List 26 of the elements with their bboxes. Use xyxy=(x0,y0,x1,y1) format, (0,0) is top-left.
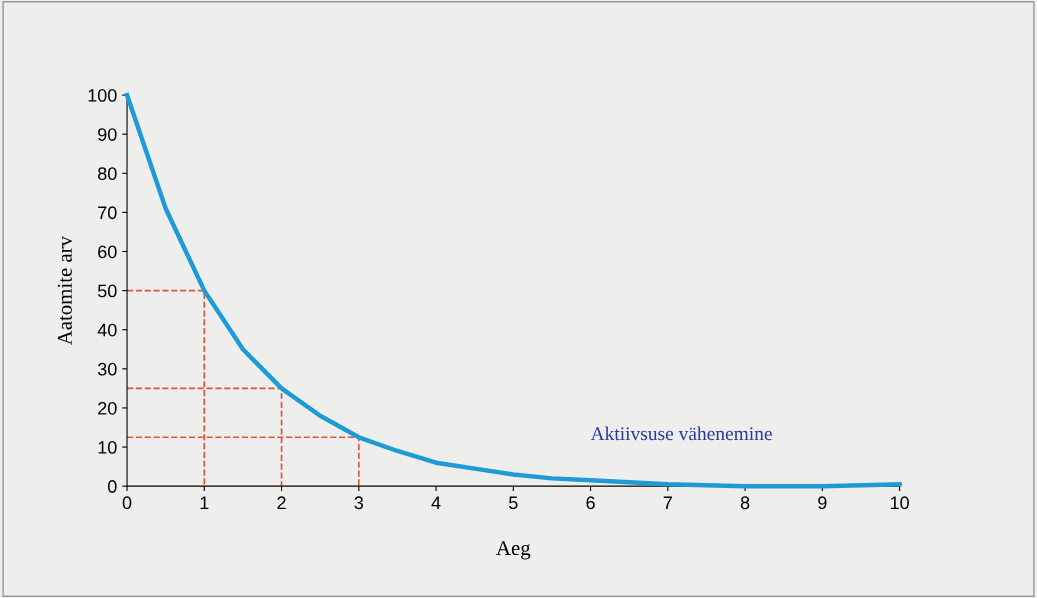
x-tick-label: 10 xyxy=(890,496,909,510)
y-tick-label: 10 xyxy=(98,441,117,454)
x-tick-label: 3 xyxy=(354,496,364,510)
x-tick-label: 1 xyxy=(200,496,209,509)
x-tick-label: 8 xyxy=(740,496,750,510)
x-tick-label: 4 xyxy=(431,496,441,509)
y-tick-label: 50 xyxy=(97,284,117,298)
y-tick-label: 90 xyxy=(98,128,117,141)
y-tick-label: 70 xyxy=(98,206,117,220)
y-tick-label: 80 xyxy=(98,167,117,181)
y-tick-label: 40 xyxy=(97,323,117,337)
x-tick-label: 5 xyxy=(509,496,518,510)
line-series xyxy=(124,92,902,489)
y-axis-title: Aatomite arv xyxy=(57,235,72,346)
y-tick-label: 60 xyxy=(98,245,117,259)
x-tick-label: 6 xyxy=(586,496,595,510)
x-axis-title: Aeg xyxy=(496,541,531,560)
x-tick-label: 9 xyxy=(818,496,827,510)
x-tick-label: 7 xyxy=(663,496,672,509)
x-tick-label: 0 xyxy=(122,496,132,510)
y-tick-label: 30 xyxy=(97,362,117,376)
y-tick-label: 20 xyxy=(98,401,117,415)
text: Aktiivsuse vähenemine xyxy=(590,426,772,441)
y-tick-label: 0 xyxy=(107,480,117,493)
x-tick-label: 2 xyxy=(277,496,286,509)
y-tick-label: 100 xyxy=(88,89,117,102)
